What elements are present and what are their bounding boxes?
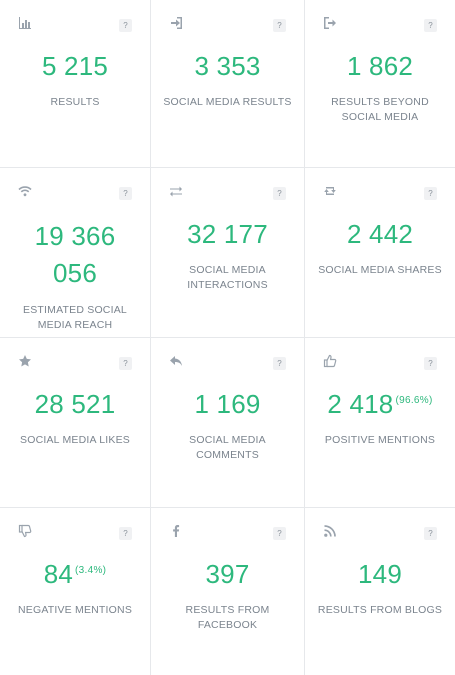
metric-value: 1 862	[346, 51, 414, 81]
metric-card-estimated-social-media-reach: ? 19 366 056 ESTIMATED SOCIAL MEDIA REAC…	[0, 168, 151, 338]
metric-value-row: 84 (3.4%)	[0, 558, 150, 590]
metric-value: 3 353	[194, 51, 261, 81]
metric-value: 1 169	[194, 389, 261, 419]
metric-value: 2 418	[327, 389, 394, 419]
retweet-icon	[323, 184, 337, 198]
facebook-icon	[169, 524, 183, 538]
metric-card-positive-mentions: ? 2 418 (96.6%) POSITIVE MENTIONS	[305, 338, 455, 508]
metric-value: 32 177	[187, 219, 268, 249]
metric-label: SOCIAL MEDIA INTERACTIONS	[187, 264, 268, 291]
metric-card-social-media-results: ? 3 353 SOCIAL MEDIA RESULTS	[151, 0, 305, 168]
metric-label: NEGATIVE MENTIONS	[17, 604, 133, 616]
metric-label: RESULTS	[50, 96, 100, 108]
metric-label: SOCIAL MEDIA COMMENTS	[189, 434, 266, 461]
help-icon[interactable]: ?	[119, 527, 132, 540]
metric-card-social-media-likes: ? 28 521 SOCIAL MEDIA LIKES	[0, 338, 151, 508]
metric-percent: (3.4%)	[75, 565, 107, 576]
metric-card-negative-mentions: ? 84 (3.4%) NEGATIVE MENTIONS	[0, 508, 151, 675]
thumbs-up-icon	[323, 354, 337, 368]
metric-card-results: ? 5 215 RESULTS	[0, 0, 151, 168]
metric-card-social-media-shares: ? 2 442 SOCIAL MEDIA SHARES	[305, 168, 455, 338]
help-icon[interactable]: ?	[273, 357, 286, 370]
help-icon[interactable]: ?	[273, 19, 286, 32]
metric-card-results-beyond-social-media: ? 1 862 RESULTS BEYOND SOCIAL MEDIA	[305, 0, 455, 168]
metric-value: 397	[205, 559, 250, 589]
metric-label: RESULTS FROM BLOGS	[317, 604, 443, 616]
metric-card-results-from-facebook: ? 397 RESULTS FROM FACEBOOK	[151, 508, 305, 675]
exchange-icon	[169, 184, 183, 198]
metric-value: 2 442	[346, 219, 414, 249]
metric-label: RESULTS BEYOND SOCIAL MEDIA	[331, 96, 429, 123]
metric-label: POSITIVE MENTIONS	[324, 434, 436, 446]
help-icon[interactable]: ?	[119, 357, 132, 370]
metric-card-results-from-blogs: ? 149 RESULTS FROM BLOGS	[305, 508, 455, 675]
sign-in-icon	[169, 16, 183, 30]
help-icon[interactable]: ?	[119, 187, 132, 200]
wifi-icon	[18, 184, 32, 198]
help-icon[interactable]: ?	[424, 527, 437, 540]
help-icon[interactable]: ?	[273, 187, 286, 200]
sign-out-icon	[323, 16, 337, 30]
metric-value: 19 366 056	[34, 221, 116, 288]
bar-chart-icon	[18, 16, 32, 30]
metric-value: 5 215	[41, 51, 109, 81]
metric-label: SOCIAL MEDIA LIKES	[20, 434, 130, 446]
reply-icon	[169, 354, 183, 368]
metric-card-social-media-comments: ? 1 169 SOCIAL MEDIA COMMENTS	[151, 338, 305, 508]
help-icon[interactable]: ?	[119, 19, 132, 32]
metric-value: 28 521	[34, 389, 116, 419]
metric-value: 84	[43, 559, 74, 589]
metric-percent: (96.6%)	[395, 395, 433, 406]
help-icon[interactable]: ?	[424, 19, 437, 32]
metric-value-row: 2 418 (96.6%)	[305, 388, 455, 420]
help-icon[interactable]: ?	[424, 187, 437, 200]
metric-value: 149	[358, 559, 402, 589]
metric-label: ESTIMATED SOCIAL MEDIA REACH	[23, 304, 127, 331]
star-icon	[18, 354, 32, 368]
metric-label: SOCIAL MEDIA RESULTS	[163, 96, 292, 108]
metric-label: SOCIAL MEDIA SHARES	[318, 264, 442, 276]
thumbs-down-icon	[18, 524, 32, 538]
metric-label: RESULTS FROM FACEBOOK	[185, 604, 270, 631]
metric-card-social-media-interactions: ? 32 177 SOCIAL MEDIA INTERACTIONS	[151, 168, 305, 338]
help-icon[interactable]: ?	[424, 357, 437, 370]
rss-icon	[323, 524, 337, 538]
help-icon[interactable]: ?	[273, 527, 286, 540]
